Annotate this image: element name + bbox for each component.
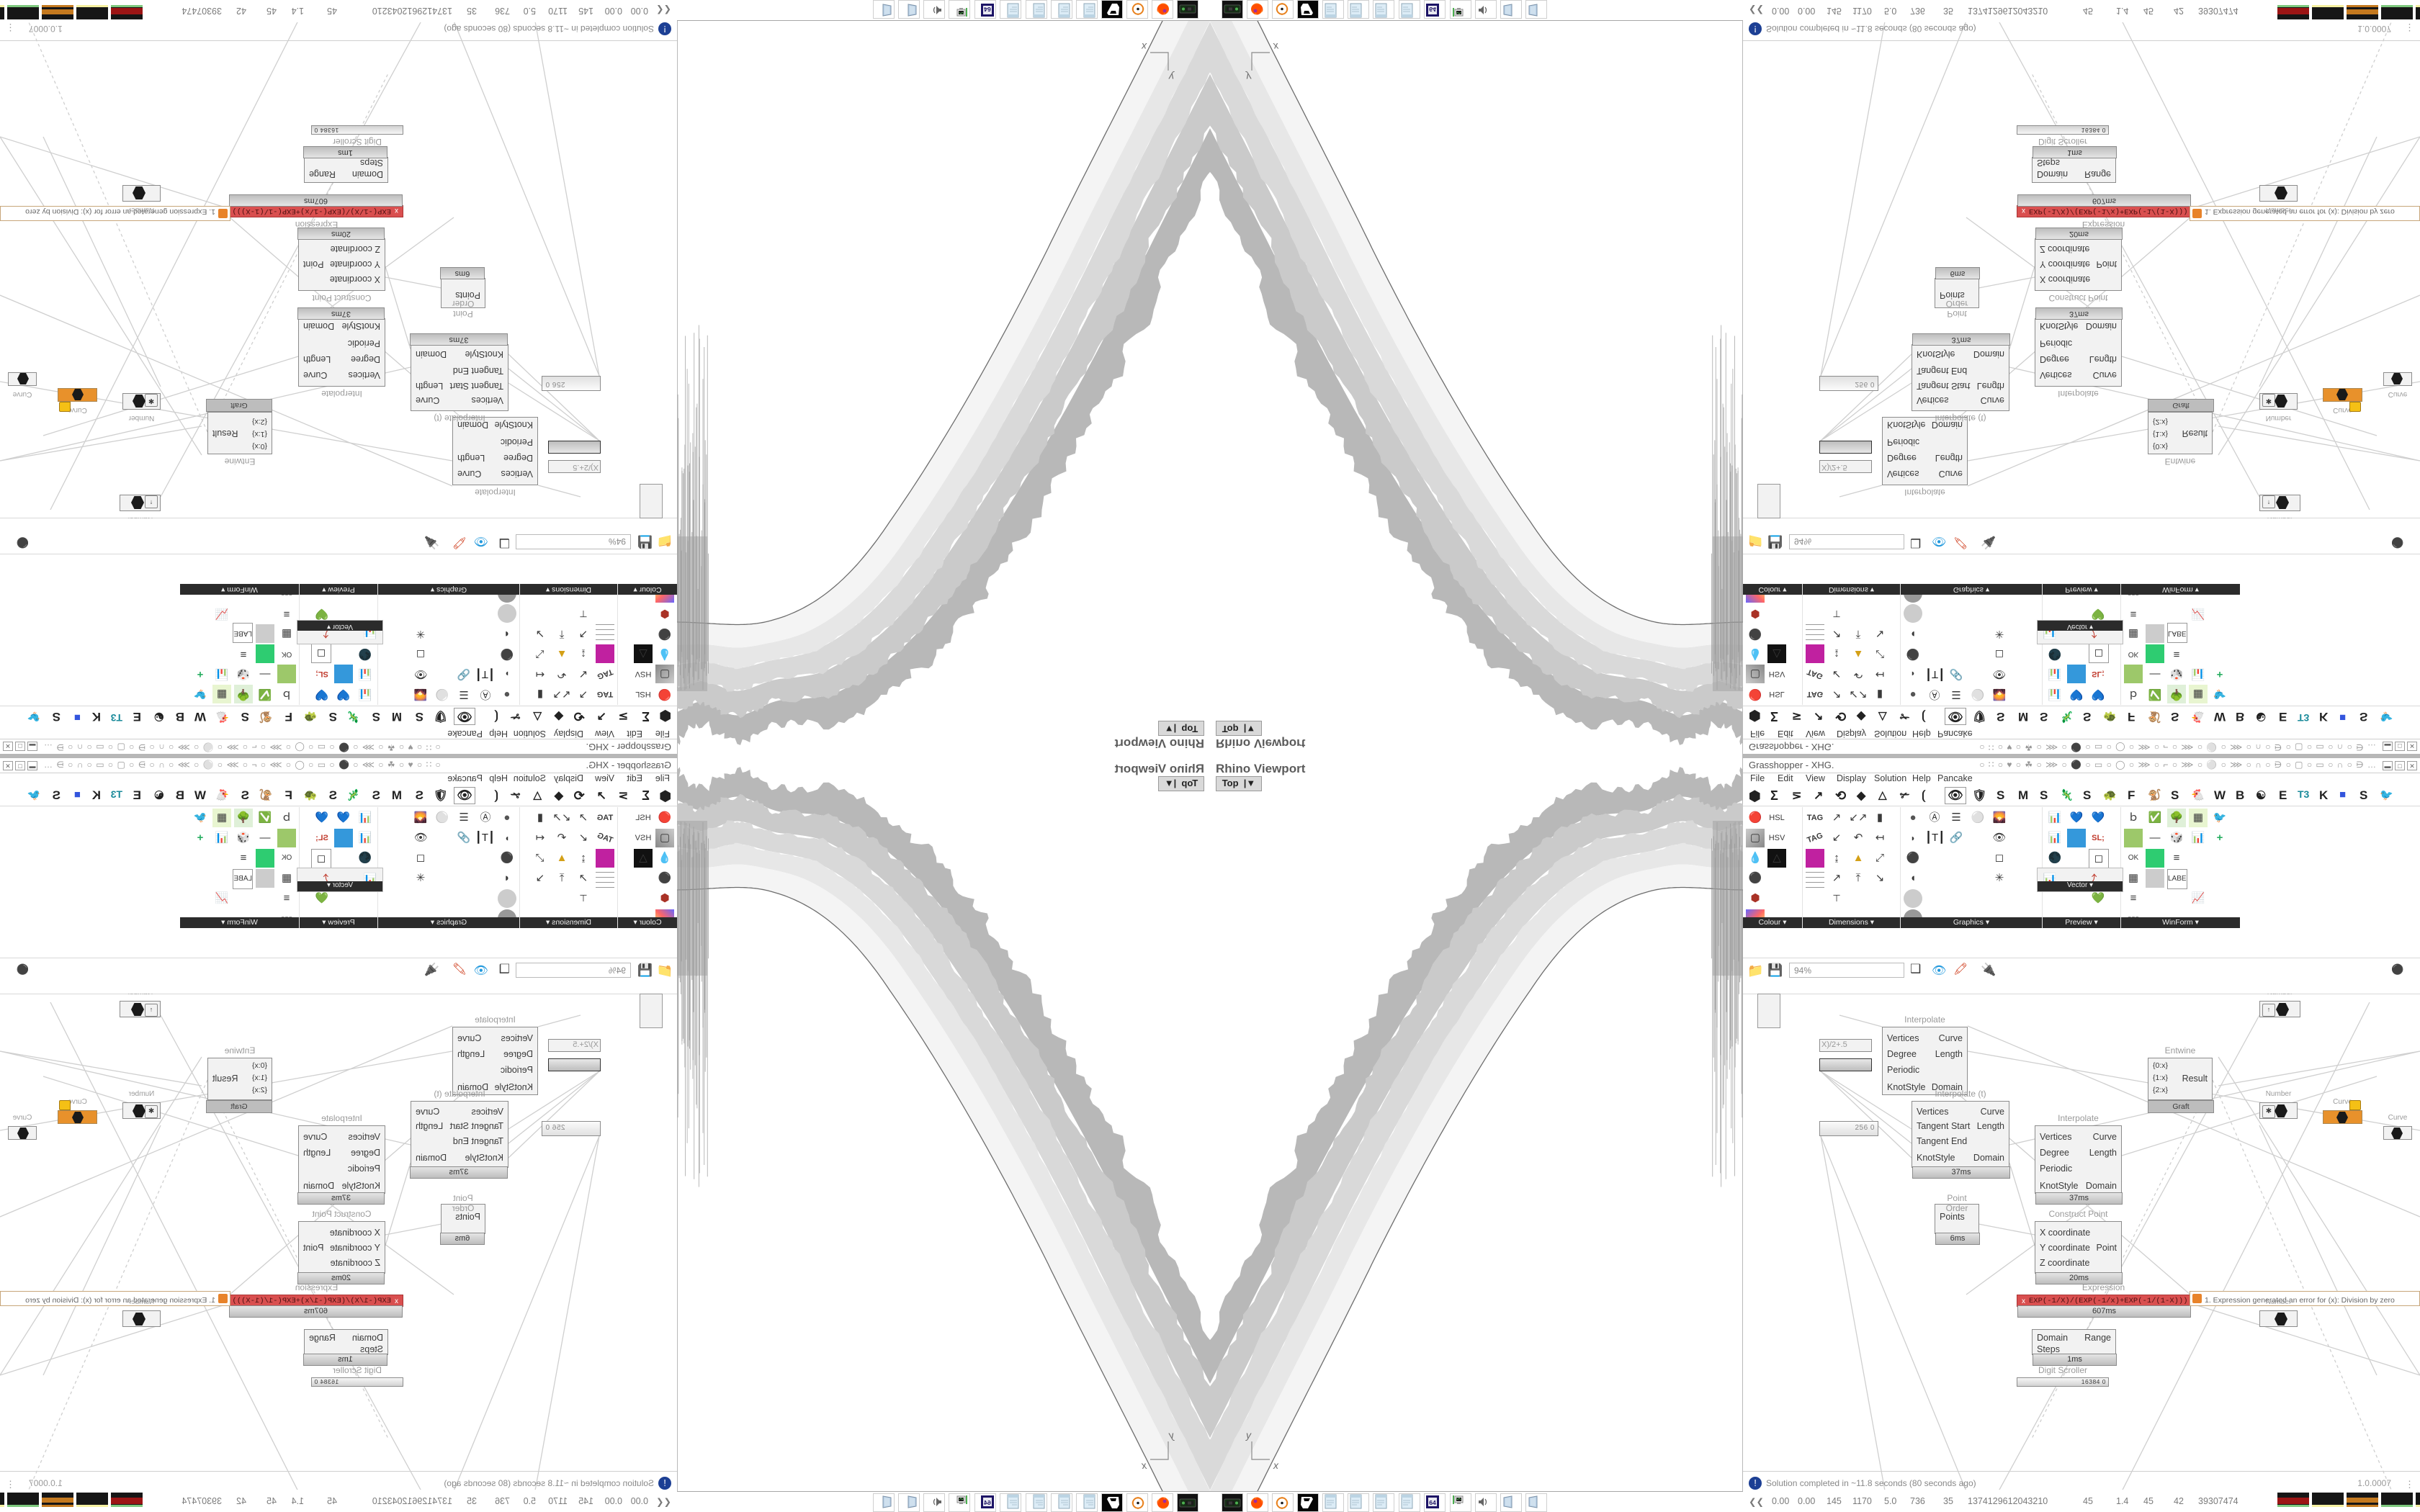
svg-text:64: 64 — [984, 6, 991, 13]
svg-text:64: 64 — [1429, 6, 1436, 13]
svg-text:64: 64 — [1429, 1499, 1436, 1506]
svg-text:64: 64 — [984, 1499, 991, 1506]
